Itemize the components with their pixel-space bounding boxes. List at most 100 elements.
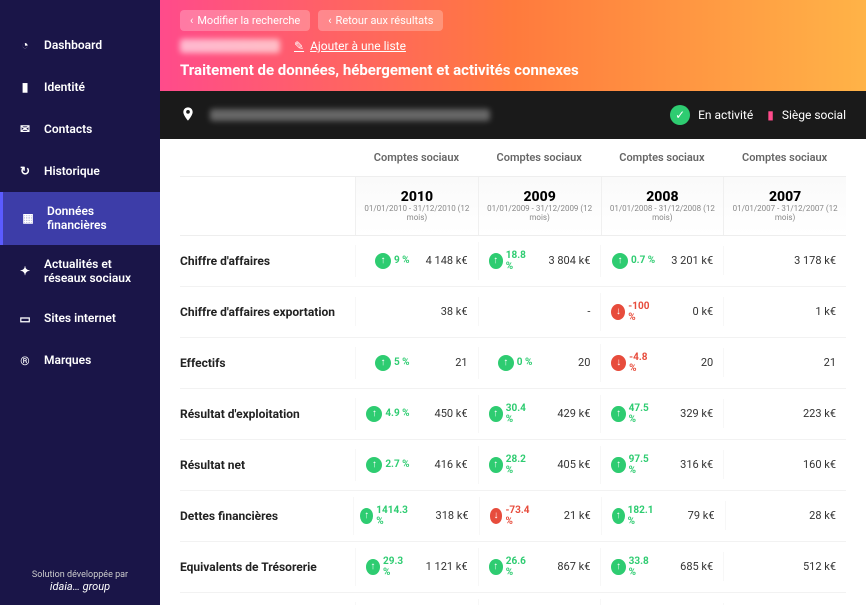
sidebar-item-contacts[interactable]: ✉Contacts bbox=[0, 108, 160, 150]
cell-value: 38 k€ bbox=[416, 305, 468, 318]
data-cell: ↑47.5 % 329 k€ bbox=[600, 395, 723, 433]
footer-brand: idaia… group bbox=[16, 580, 144, 593]
hero: ‹Modifier la recherche ‹Retour aux résul… bbox=[160, 0, 866, 91]
arrow-up-icon: ↑ bbox=[375, 355, 391, 371]
arrow-down-icon: ↓ bbox=[490, 508, 503, 524]
pct-badge: ↑47.5 % bbox=[611, 403, 655, 425]
pct-value: 2.7 % bbox=[385, 459, 409, 470]
year-column-header: 200801/01/2008 - 31/12/2008 (12 mois) bbox=[601, 177, 724, 235]
arrow-up-icon: ↑ bbox=[366, 457, 382, 473]
data-cell: ↑20.1 %1 226 k€ bbox=[478, 599, 601, 605]
pct-badge: ↑4.9 % bbox=[366, 406, 409, 422]
cell-value: 0 k€ bbox=[661, 305, 713, 318]
sidebar-item-sites-internet[interactable]: ▭Sites internet bbox=[0, 298, 160, 340]
pct-value: 4.9 % bbox=[385, 408, 409, 419]
row-label: Chiffre d'affaires exportation bbox=[180, 287, 355, 337]
year-range: 01/01/2007 - 31/12/2007 (12 mois) bbox=[730, 205, 840, 223]
modify-search-chip[interactable]: ‹Modifier la recherche bbox=[180, 10, 310, 31]
cell-value: 1 k€ bbox=[784, 305, 836, 318]
cell-value: 3 804 k€ bbox=[538, 254, 590, 267]
data-cell: ↑4.9 %450 k€ bbox=[355, 398, 478, 430]
cell-value: 20 bbox=[538, 356, 590, 369]
sidebar-item-donn-es-financi-res[interactable]: ▦Données financières bbox=[0, 192, 160, 245]
pct-badge: ↓-73.4 % bbox=[490, 505, 533, 527]
cell-value: 405 k€ bbox=[538, 458, 590, 471]
sidebar-item-identit-[interactable]: ▮Identité bbox=[0, 66, 160, 108]
data-cell: 3 178 k€ bbox=[723, 246, 846, 275]
col-head: Comptes sociaux bbox=[355, 139, 478, 176]
pct-badge: ↑9 % bbox=[375, 253, 410, 269]
pct-badge: ↑28.2 % bbox=[489, 454, 533, 476]
chip-label: Modifier la recherche bbox=[197, 14, 300, 27]
nav-icon: ✦ bbox=[16, 262, 34, 280]
pencil-icon: ✎ bbox=[294, 39, 304, 53]
data-cell: 38 k€ bbox=[355, 297, 478, 326]
data-cell: ↑182.1 %79 k€ bbox=[601, 497, 725, 535]
financial-table: Comptes sociaux Comptes sociaux Comptes … bbox=[160, 139, 866, 605]
year-label: 2007 bbox=[730, 189, 840, 205]
year-column-header: 200701/01/2007 - 31/12/2007 (12 mois) bbox=[723, 177, 846, 235]
link-label: Ajouter à une liste bbox=[310, 39, 406, 53]
arrow-up-icon: ↑ bbox=[611, 559, 625, 575]
pct-badge: ↑5 % bbox=[375, 355, 410, 371]
pct-badge: ↑97.5 % bbox=[611, 454, 655, 476]
cell-value: 4 148 k€ bbox=[416, 254, 468, 267]
pct-value: 26.6 % bbox=[506, 556, 533, 578]
sidebar-item-historique[interactable]: ↻ Historique bbox=[0, 150, 160, 192]
data-cell: 21 bbox=[723, 348, 846, 377]
data-cell: 160 k€ bbox=[723, 450, 846, 479]
pct-value: 33.8 % bbox=[629, 556, 656, 578]
year-range: 01/01/2010 - 31/12/2010 (12 mois) bbox=[362, 205, 472, 223]
sidebar-item-label: Actualités et réseaux sociaux bbox=[44, 257, 144, 286]
pct-badge: ↑26.6 % bbox=[489, 556, 533, 578]
row-label: Equivalents de Trésorerie bbox=[180, 542, 355, 592]
sidebar-item-dashboard[interactable]: ◔Dashboard bbox=[0, 24, 160, 66]
siege-label: Siège social bbox=[782, 108, 846, 122]
nav-icon: ▦ bbox=[19, 209, 37, 227]
arrow-up-icon: ↑ bbox=[375, 253, 391, 269]
sidebar-item-label: Sites internet bbox=[44, 311, 144, 325]
year-label: 2010 bbox=[362, 189, 472, 205]
row-label: Résultat d'exploitation bbox=[180, 389, 355, 439]
add-to-list-link[interactable]: ✎ Ajouter à une liste bbox=[294, 39, 406, 53]
cell-value: 3 201 k€ bbox=[661, 254, 713, 267]
pct-badge: ↓-100 % bbox=[611, 301, 655, 323]
year-column-header: 201001/01/2010 - 31/12/2010 (12 mois) bbox=[355, 177, 478, 235]
cell-value: 429 k€ bbox=[538, 407, 590, 420]
cell-value: 416 k€ bbox=[416, 458, 468, 471]
sidebar-item-marques[interactable]: ®Marques bbox=[0, 340, 160, 382]
sidebar-item-actualit-s-et-r-seaux-sociaux[interactable]: ✦ Actualités et réseaux sociaux bbox=[0, 245, 160, 298]
pct-value: 28.2 % bbox=[506, 454, 533, 476]
cell-value: 1 121 k€ bbox=[416, 560, 468, 573]
cell-value: 329 k€ bbox=[661, 407, 713, 420]
col-head: Comptes sociaux bbox=[723, 139, 846, 176]
pct-badge: ↑182.1 % bbox=[612, 505, 657, 527]
row-label: Dettes financières bbox=[180, 491, 353, 541]
row-label: Effectifs bbox=[180, 338, 355, 388]
data-cell: ↑28.2 % 405 k€ bbox=[478, 446, 601, 484]
data-cell: ↑33.8 %685 k€ bbox=[600, 548, 723, 586]
sidebar-item-label: Identité bbox=[44, 80, 144, 94]
cell-value: 867 k€ bbox=[538, 560, 590, 573]
row-label: Résultat net bbox=[180, 440, 355, 490]
pct-value: 1414.3 % bbox=[376, 505, 410, 527]
chip-label: Retour aux résultats bbox=[336, 14, 434, 27]
data-cell: ↑0 %20 bbox=[478, 347, 601, 379]
table-subheader: Comptes sociaux Comptes sociaux Comptes … bbox=[180, 139, 846, 177]
pct-badge: ↑18.8 % bbox=[489, 250, 533, 272]
cell-value: 21 k€ bbox=[539, 509, 591, 522]
arrow-up-icon: ↑ bbox=[611, 457, 625, 473]
footer-text: Solution développée par bbox=[16, 570, 144, 580]
data-cell: ↑5 %21 bbox=[355, 347, 478, 379]
nav-icon: ↻ bbox=[16, 162, 34, 180]
pct-badge: ↑30.4 % bbox=[489, 403, 533, 425]
row-label: Chiffre d'affaires bbox=[180, 236, 355, 286]
activity-status: ✓ En activité bbox=[670, 105, 753, 125]
table-row: Chiffre d'affaires exportation38 k€-↓-10… bbox=[180, 287, 846, 338]
back-results-chip[interactable]: ‹Retour aux résultats bbox=[318, 10, 443, 31]
info-bar: ✓ En activité ▮ Siège social bbox=[160, 91, 866, 139]
sidebar-item-label: Marques bbox=[44, 353, 144, 367]
cell-value: 512 k€ bbox=[784, 560, 836, 573]
sidebar-item-label: Historique bbox=[44, 164, 144, 178]
col-head: Comptes sociaux bbox=[601, 139, 724, 176]
